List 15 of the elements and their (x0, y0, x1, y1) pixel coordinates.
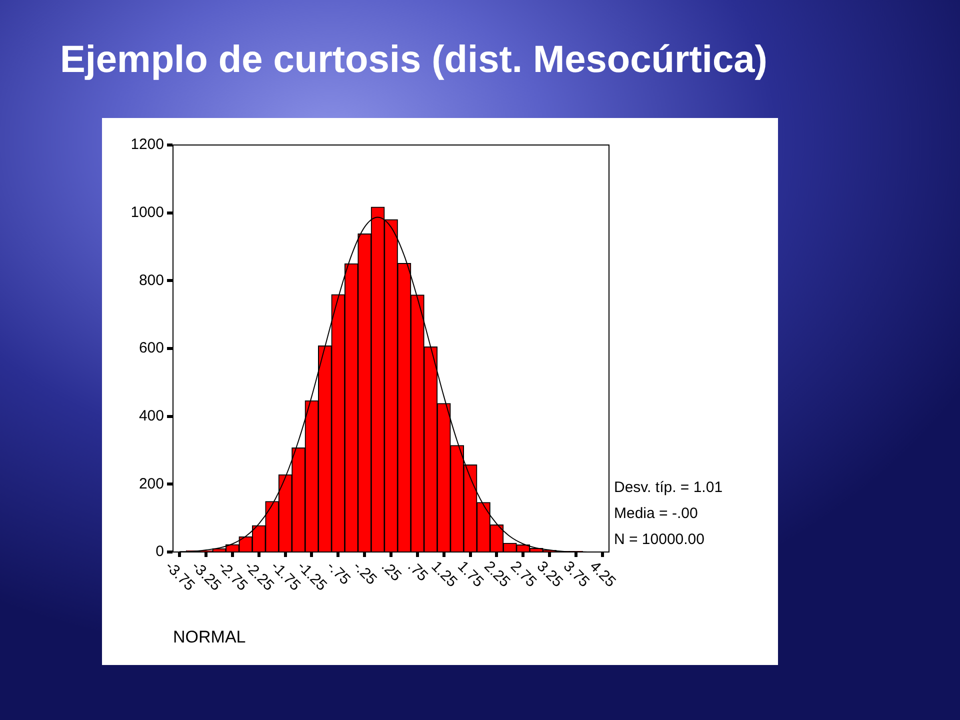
y-tick-label: 800 (138, 272, 164, 289)
text: Desv. típ. = 1.01 (614, 478, 723, 498)
text: N = 10000.00 (614, 530, 706, 550)
y-tick-label: 0 (156, 543, 164, 560)
y-tick-label: 1000 (130, 204, 164, 221)
y-tick-label: 600 (138, 340, 164, 357)
y-tick-label: 200 (138, 475, 164, 492)
x-tick-label: -.25 (350, 558, 380, 588)
x-tick-label: .75 (404, 558, 432, 585)
y-tick-label: 400 (138, 407, 164, 424)
x-tick-label: .25 (378, 558, 405, 585)
y-tick-label: 1200 (130, 136, 164, 154)
text: Media = -.00 (614, 504, 699, 524)
chart-title: Ejemplo de curtosis (dist. Mesocúrtica) (60, 38, 768, 83)
x-axis-title: NORMAL (173, 627, 246, 646)
